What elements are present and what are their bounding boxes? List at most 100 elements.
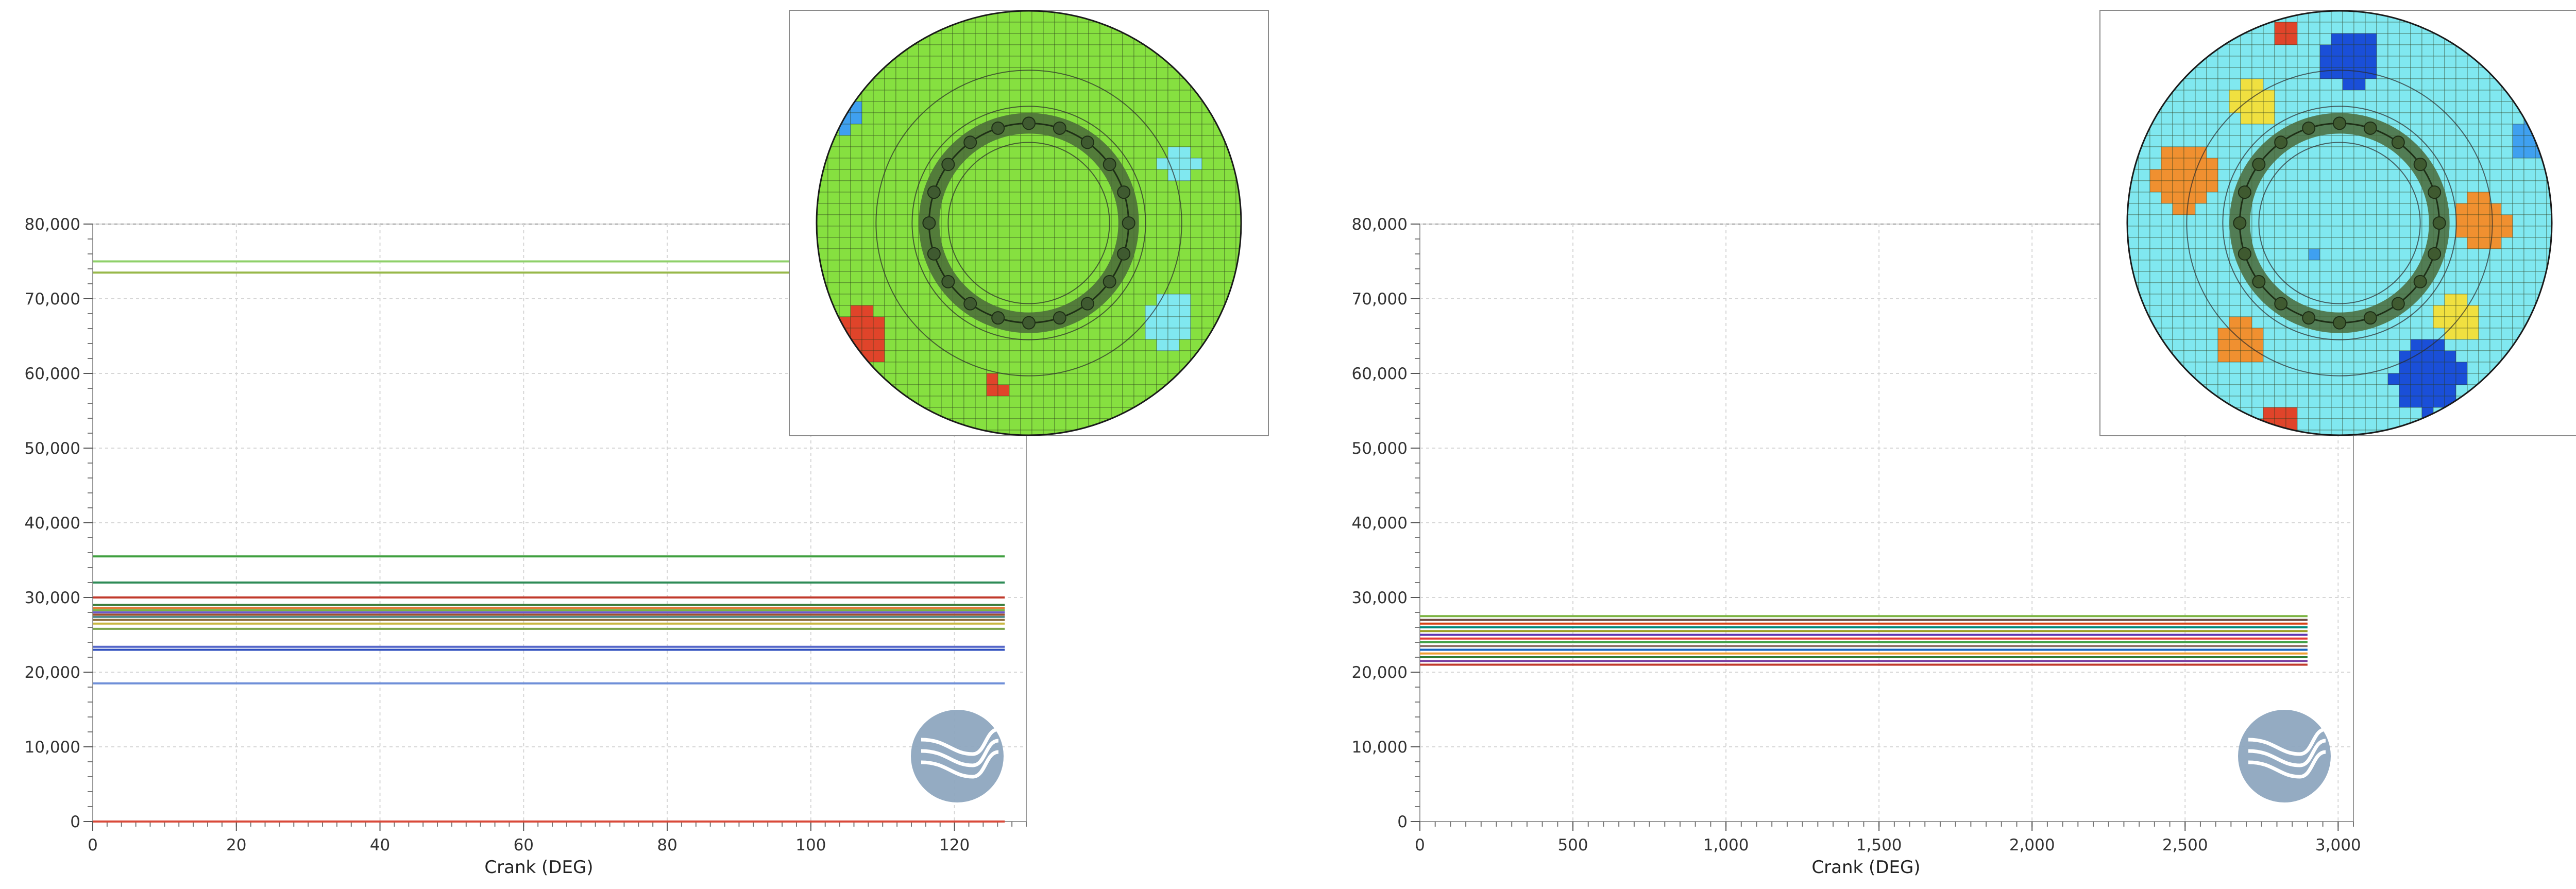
heat-map-cell bbox=[2455, 328, 2468, 340]
heat-map-cell bbox=[2501, 112, 2513, 125]
heat-map-cell bbox=[2455, 316, 2468, 329]
heat-map-cell bbox=[2523, 294, 2536, 306]
heat-map-cell bbox=[986, 203, 998, 215]
heat-map-cell bbox=[918, 67, 930, 79]
heat-map-cell bbox=[2501, 226, 2513, 238]
heat-map-cell bbox=[2478, 124, 2490, 136]
heat-map-cell bbox=[1031, 282, 1044, 295]
heat-map-cell bbox=[1167, 226, 1180, 238]
heat-map-cell bbox=[907, 158, 919, 170]
heat-map-cell bbox=[2240, 396, 2252, 408]
heat-map-cell bbox=[2399, 56, 2411, 68]
heat-map-cell bbox=[907, 135, 919, 147]
heat-map-cell bbox=[1201, 226, 1214, 238]
heat-map-cell bbox=[2410, 316, 2422, 329]
heat-map-cell bbox=[1224, 226, 1236, 238]
heat-map-cell bbox=[2478, 339, 2490, 351]
heat-map-cell bbox=[2297, 180, 2309, 193]
heat-map-cell bbox=[873, 124, 885, 136]
heat-map-cell bbox=[2319, 67, 2332, 79]
heat-map-cell bbox=[2421, 350, 2434, 363]
heat-map-cell bbox=[2444, 384, 2456, 397]
valve-ring-bolt bbox=[1122, 216, 1136, 230]
valve-ring-bolt bbox=[2391, 135, 2405, 149]
heat-map-cell bbox=[1213, 294, 1225, 306]
heat-map-cell bbox=[1009, 11, 1021, 23]
heat-map-cell bbox=[2161, 180, 2173, 193]
heat-map-cell bbox=[2183, 101, 2196, 113]
heat-map-cell bbox=[2365, 282, 2377, 295]
heat-map-cell bbox=[2365, 203, 2377, 215]
heat-map-cell bbox=[2376, 350, 2388, 363]
heat-map-cell bbox=[839, 271, 851, 283]
heat-map-cell bbox=[1020, 169, 1032, 181]
heat-map-cell bbox=[2331, 44, 2343, 57]
heat-map-cell bbox=[1020, 90, 1032, 102]
heat-map-cell bbox=[1077, 44, 1089, 57]
heat-map-cell bbox=[2161, 135, 2173, 147]
heat-map-cell bbox=[1133, 339, 1146, 351]
heat-map-cell bbox=[2376, 271, 2388, 283]
heat-map-cell bbox=[2274, 169, 2286, 181]
heat-map-cell bbox=[2319, 158, 2332, 170]
heat-map-cell bbox=[952, 362, 964, 374]
heat-map-cell bbox=[895, 350, 908, 363]
heat-map-cell bbox=[2399, 112, 2411, 125]
heat-map-cell bbox=[2240, 90, 2252, 102]
heat-map-cell bbox=[2421, 33, 2434, 45]
heat-map-cell bbox=[1190, 237, 1202, 249]
heat-map-cell bbox=[2172, 305, 2184, 317]
heat-map-cell bbox=[2421, 124, 2434, 136]
heat-map-cell bbox=[2308, 430, 2320, 435]
heat-map-cell bbox=[963, 101, 976, 113]
heat-map-cell bbox=[1009, 135, 1021, 147]
heat-map-cell bbox=[1088, 248, 1100, 261]
heat-map-cell bbox=[2172, 192, 2184, 204]
heat-map-cell bbox=[884, 112, 896, 125]
heat-map-cell bbox=[895, 112, 908, 125]
heat-map-cell bbox=[952, 112, 964, 125]
heat-map-cell bbox=[2274, 260, 2286, 272]
heat-map-cell bbox=[1099, 362, 1112, 374]
heat-map-cell bbox=[1099, 44, 1112, 57]
heat-map-cell bbox=[873, 294, 885, 306]
heat-map-cell bbox=[2489, 192, 2502, 204]
heat-map-cell bbox=[2342, 350, 2354, 363]
heat-map-cell bbox=[2376, 33, 2388, 45]
heat-map-cell bbox=[1009, 90, 1021, 102]
heat-map-cell bbox=[1156, 328, 1168, 340]
heat-map-cell bbox=[2433, 124, 2445, 136]
heat-map-cell bbox=[861, 146, 874, 159]
heat-map-cell bbox=[839, 214, 851, 227]
heat-map-cell bbox=[2263, 407, 2275, 419]
heat-map-cell bbox=[2229, 271, 2241, 283]
heat-map-cell bbox=[975, 78, 987, 91]
heat-map-cell bbox=[2410, 124, 2422, 136]
heat-map-cell bbox=[986, 67, 998, 79]
heat-map-cell bbox=[2365, 260, 2377, 272]
heat-map-cell bbox=[884, 169, 896, 181]
heat-map-cell bbox=[2387, 373, 2400, 385]
heat-map-cell bbox=[1054, 203, 1066, 215]
heat-map-cell bbox=[2342, 135, 2354, 147]
heat-map-cell bbox=[1133, 90, 1146, 102]
heat-map-cell bbox=[884, 248, 896, 261]
heat-map-cell bbox=[827, 192, 840, 204]
heat-map-cell bbox=[1088, 214, 1100, 227]
x-tick-label: 120 bbox=[939, 836, 970, 854]
heat-map-cell bbox=[941, 124, 953, 136]
heat-map-cell bbox=[2161, 260, 2173, 272]
valve-ring-bolt bbox=[1080, 297, 1094, 311]
heat-map-cell bbox=[2376, 384, 2388, 397]
heat-map-cell bbox=[1031, 180, 1044, 193]
heat-map-cell bbox=[2285, 248, 2298, 261]
heat-map-cell bbox=[2353, 78, 2366, 91]
valve-ring-bolt bbox=[2238, 185, 2251, 199]
heat-map-cell bbox=[884, 362, 896, 374]
heat-map-cell bbox=[986, 22, 998, 34]
heat-map-cell bbox=[1009, 339, 1021, 351]
heat-map-cell bbox=[1009, 169, 1021, 181]
heat-map-cell bbox=[2161, 316, 2173, 329]
heat-map-cell bbox=[2240, 124, 2252, 136]
heat-map-cell bbox=[817, 214, 828, 227]
